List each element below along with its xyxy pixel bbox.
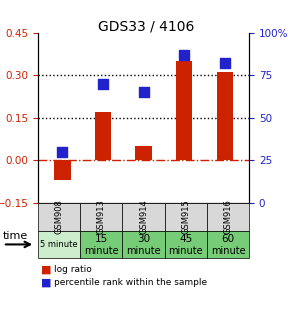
Text: minute: minute <box>211 246 245 255</box>
Text: ■: ■ <box>41 265 52 275</box>
Text: 15: 15 <box>95 234 108 244</box>
Point <box>60 149 65 154</box>
Point <box>101 81 105 86</box>
Text: GDS33 / 4106: GDS33 / 4106 <box>98 19 195 33</box>
Text: time: time <box>3 231 28 241</box>
Text: GSM908: GSM908 <box>55 199 64 234</box>
Bar <box>54 160 71 180</box>
Text: GSM913: GSM913 <box>97 199 106 234</box>
Text: 30: 30 <box>137 234 150 244</box>
Text: 5 minute: 5 minute <box>40 240 78 249</box>
Text: 60: 60 <box>222 234 234 244</box>
Text: minute: minute <box>126 246 161 255</box>
Point <box>222 61 227 66</box>
Text: minute: minute <box>84 246 119 255</box>
Text: 45: 45 <box>179 234 193 244</box>
Text: percentile rank within the sample: percentile rank within the sample <box>54 278 207 287</box>
Text: minute: minute <box>168 246 203 255</box>
Text: GSM914: GSM914 <box>139 199 148 234</box>
Text: GSM916: GSM916 <box>224 199 232 234</box>
Bar <box>135 146 152 160</box>
Point <box>141 90 146 95</box>
Text: log ratio: log ratio <box>54 265 92 274</box>
Bar <box>217 72 233 160</box>
Text: ■: ■ <box>41 278 52 288</box>
Bar <box>176 61 192 160</box>
Bar <box>95 112 111 160</box>
Text: GSM915: GSM915 <box>181 199 190 234</box>
Point <box>182 52 186 58</box>
